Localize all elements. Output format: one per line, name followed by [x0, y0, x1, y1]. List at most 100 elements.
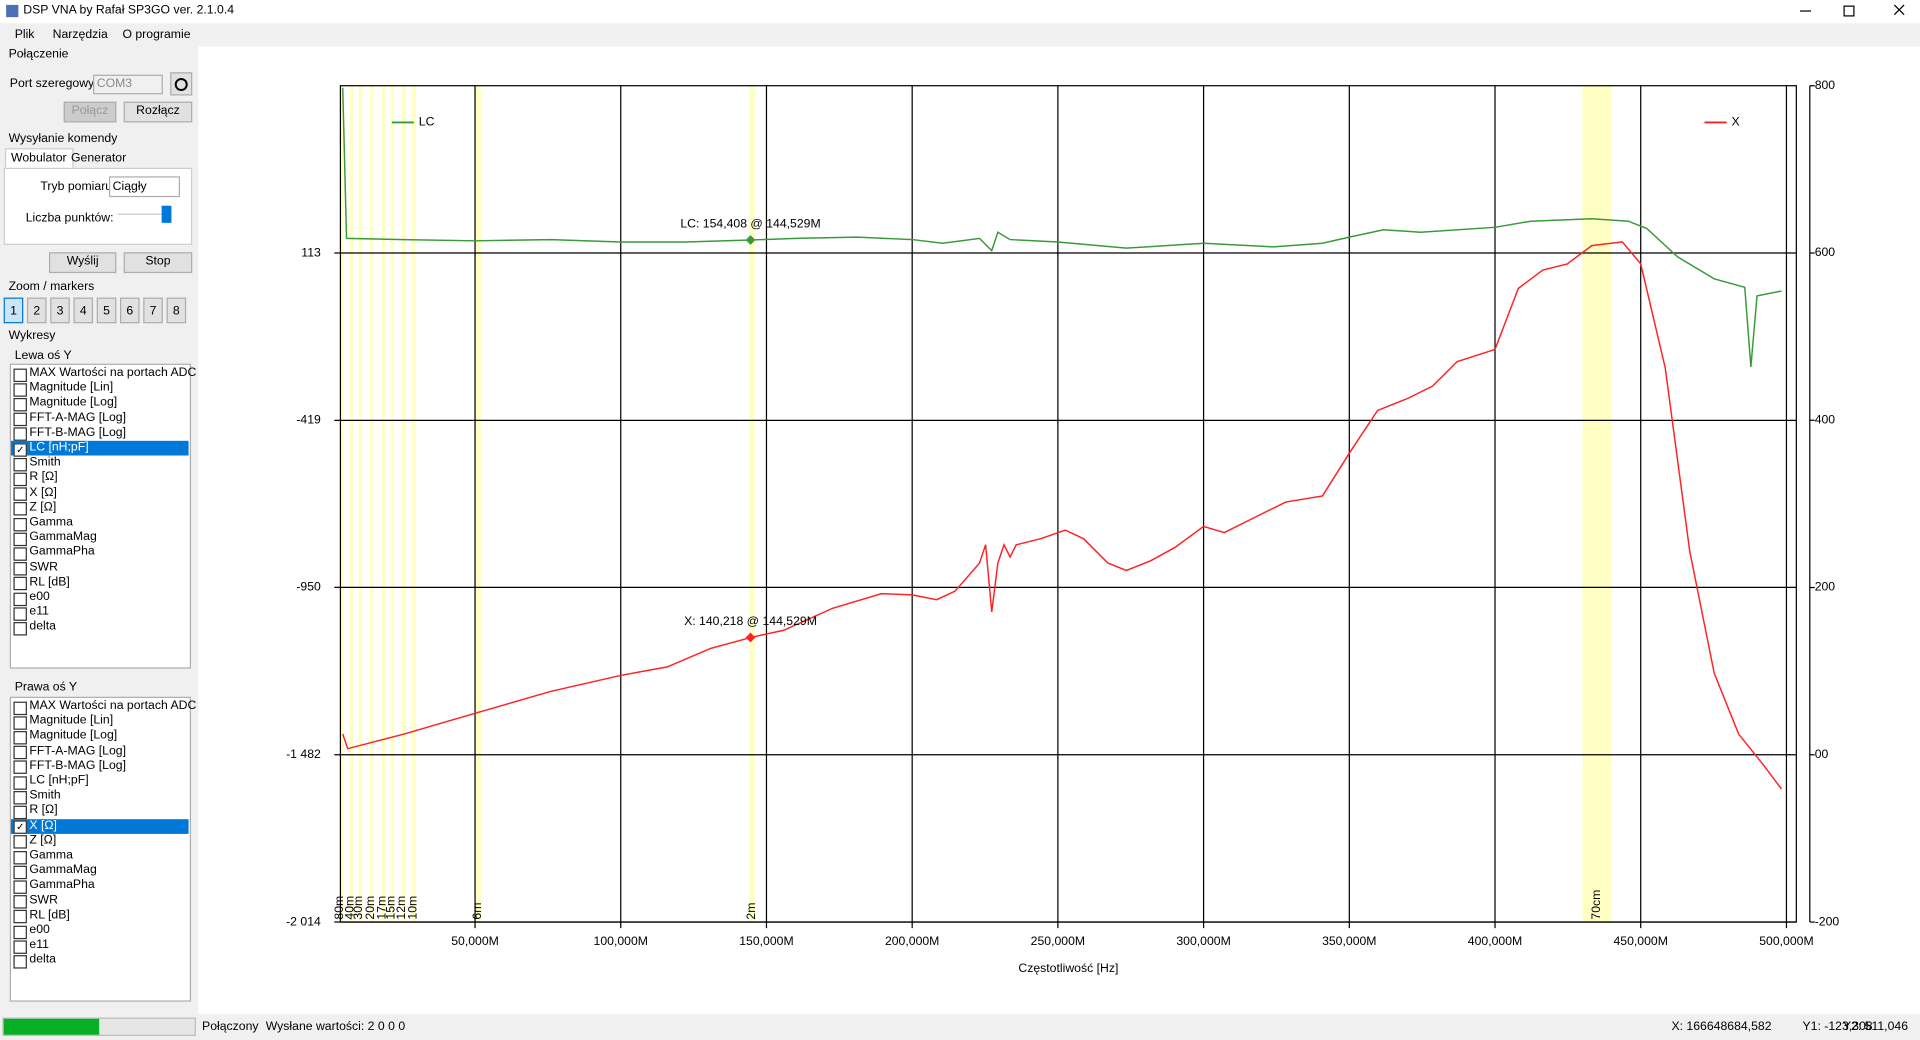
checkbox[interactable] [13, 412, 27, 427]
list-item[interactable]: Magnitude [Lin] [29, 381, 114, 395]
checkbox[interactable] [13, 730, 27, 745]
checkbox[interactable] [13, 382, 27, 397]
list-item[interactable]: Gamma [29, 848, 73, 863]
checkbox[interactable] [13, 940, 27, 954]
list-item[interactable]: RL [dB] [29, 575, 70, 589]
list-item[interactable]: GammaMag [29, 863, 97, 877]
tab[interactable]: Wobulator [4, 148, 74, 169]
zoom-button[interactable]: 1 [3, 297, 24, 324]
band-label: 17m [374, 896, 388, 920]
checkbox[interactable] [13, 367, 27, 382]
checkbox[interactable] [13, 562, 27, 576]
checkbox[interactable] [13, 775, 27, 790]
disconnect-button[interactable]: Rozłącz [123, 101, 193, 123]
checkbox[interactable] [13, 621, 27, 636]
zoom-button[interactable]: 3 [50, 297, 70, 324]
list-item[interactable]: FFT-A-MAG [Log] [29, 410, 127, 425]
checkbox[interactable] [13, 427, 27, 442]
checkbox[interactable] [13, 715, 27, 730]
refresh-button[interactable] [170, 72, 193, 96]
zoom-button[interactable]: 5 [96, 297, 117, 324]
tab[interactable]: Generator [71, 151, 127, 166]
menu-item[interactable]: Narzędzia [52, 28, 108, 42]
mode-combo[interactable]: Ciągły [108, 176, 181, 198]
checkbox[interactable] [13, 592, 27, 606]
checkbox[interactable] [13, 701, 27, 715]
list-item[interactable]: Smith [29, 788, 61, 803]
list-item[interactable]: Z [Ω] [29, 500, 57, 515]
zoom-button[interactable]: 6 [120, 297, 140, 324]
list-item[interactable]: LC [nH;pF] [29, 440, 89, 455]
checkbox[interactable] [13, 925, 27, 939]
list-item[interactable]: X [Ω] [29, 818, 57, 833]
checkbox[interactable] [13, 835, 27, 849]
list-item[interactable]: FFT-A-MAG [Log] [29, 743, 127, 758]
menu-item[interactable]: Plik [14, 28, 35, 42]
list-item[interactable]: e11 [29, 605, 49, 619]
list-item[interactable]: delta [29, 620, 56, 634]
zoom-button[interactable]: 2 [26, 297, 47, 324]
list-item[interactable]: e11 [29, 938, 49, 952]
connect-button[interactable]: Połącz [63, 101, 117, 123]
list-item[interactable]: SWR [29, 893, 58, 907]
checkbox[interactable] [13, 502, 27, 516]
checkbox[interactable] [13, 532, 27, 546]
list-item[interactable]: Magnitude [Lin] [29, 714, 114, 728]
zoom-button[interactable]: 4 [73, 297, 94, 324]
list-item[interactable]: Smith [29, 455, 61, 470]
checkbox[interactable] [13, 472, 27, 486]
checkbox[interactable] [13, 910, 27, 924]
y2-tick-label: 600 [1815, 245, 1836, 259]
list-item[interactable]: LC [nH;pF] [29, 773, 89, 788]
menu-item[interactable]: O programie [122, 28, 191, 42]
list-item[interactable]: Gamma [29, 515, 73, 529]
list-item[interactable]: MAX Wartości na portach ADC [29, 699, 197, 713]
port-combo[interactable]: COM3 [93, 74, 163, 95]
checkbox[interactable] [13, 606, 27, 621]
group-title: Wykresy [8, 329, 56, 343]
list-item[interactable]: GammaPha [29, 545, 95, 559]
checkbox[interactable]: ✓ [13, 820, 27, 834]
checkbox[interactable] [13, 745, 27, 760]
band [349, 85, 354, 923]
checkbox[interactable]: ✓ [13, 442, 27, 457]
zoom-button[interactable]: 8 [166, 297, 187, 324]
list-item[interactable]: GammaPha [29, 878, 95, 892]
checkbox[interactable] [13, 880, 27, 894]
list-item[interactable]: X [Ω] [29, 485, 57, 500]
checkbox[interactable] [13, 517, 27, 531]
checkbox[interactable] [13, 760, 27, 775]
list-item[interactable]: delta [29, 953, 56, 967]
list-item[interactable]: FFT-B-MAG [Log] [29, 758, 127, 773]
points-slider[interactable] [113, 203, 179, 235]
list-item[interactable]: FFT-B-MAG [Log] [29, 425, 127, 440]
checkbox[interactable] [13, 895, 27, 909]
checkbox[interactable] [13, 850, 27, 864]
list-item[interactable]: RL [dB] [29, 908, 70, 922]
window-controls[interactable] [1776, 0, 1920, 22]
checkbox[interactable] [13, 805, 27, 820]
list-item[interactable]: Z [Ω] [29, 833, 57, 848]
list-item[interactable]: Magnitude [Log] [29, 395, 118, 410]
list-item[interactable]: R [Ω] [29, 470, 58, 485]
stop-button[interactable]: Stop [123, 252, 193, 274]
send-button[interactable]: Wyślij [48, 252, 117, 274]
x-tick-label: 50,000M [451, 934, 499, 948]
checkbox[interactable] [13, 865, 27, 879]
list-item[interactable]: Magnitude [Log] [29, 729, 118, 743]
checkbox[interactable] [13, 790, 27, 805]
list-item[interactable]: e00 [29, 923, 50, 937]
list-item[interactable]: GammaMag [29, 530, 97, 544]
list-item[interactable]: MAX Wartości na portach ADC [29, 366, 197, 380]
list-item[interactable]: SWR [29, 560, 58, 574]
zoom-button[interactable]: 7 [143, 297, 163, 324]
group-title: Zoom / markers [8, 280, 95, 294]
list-item[interactable]: R [Ω] [29, 803, 58, 818]
checkbox[interactable] [13, 397, 27, 412]
list-item[interactable]: e00 [29, 590, 50, 604]
checkbox[interactable] [13, 954, 27, 969]
checkbox[interactable] [13, 457, 27, 472]
checkbox[interactable] [13, 547, 27, 561]
checkbox[interactable] [13, 487, 27, 501]
checkbox[interactable] [13, 577, 27, 591]
